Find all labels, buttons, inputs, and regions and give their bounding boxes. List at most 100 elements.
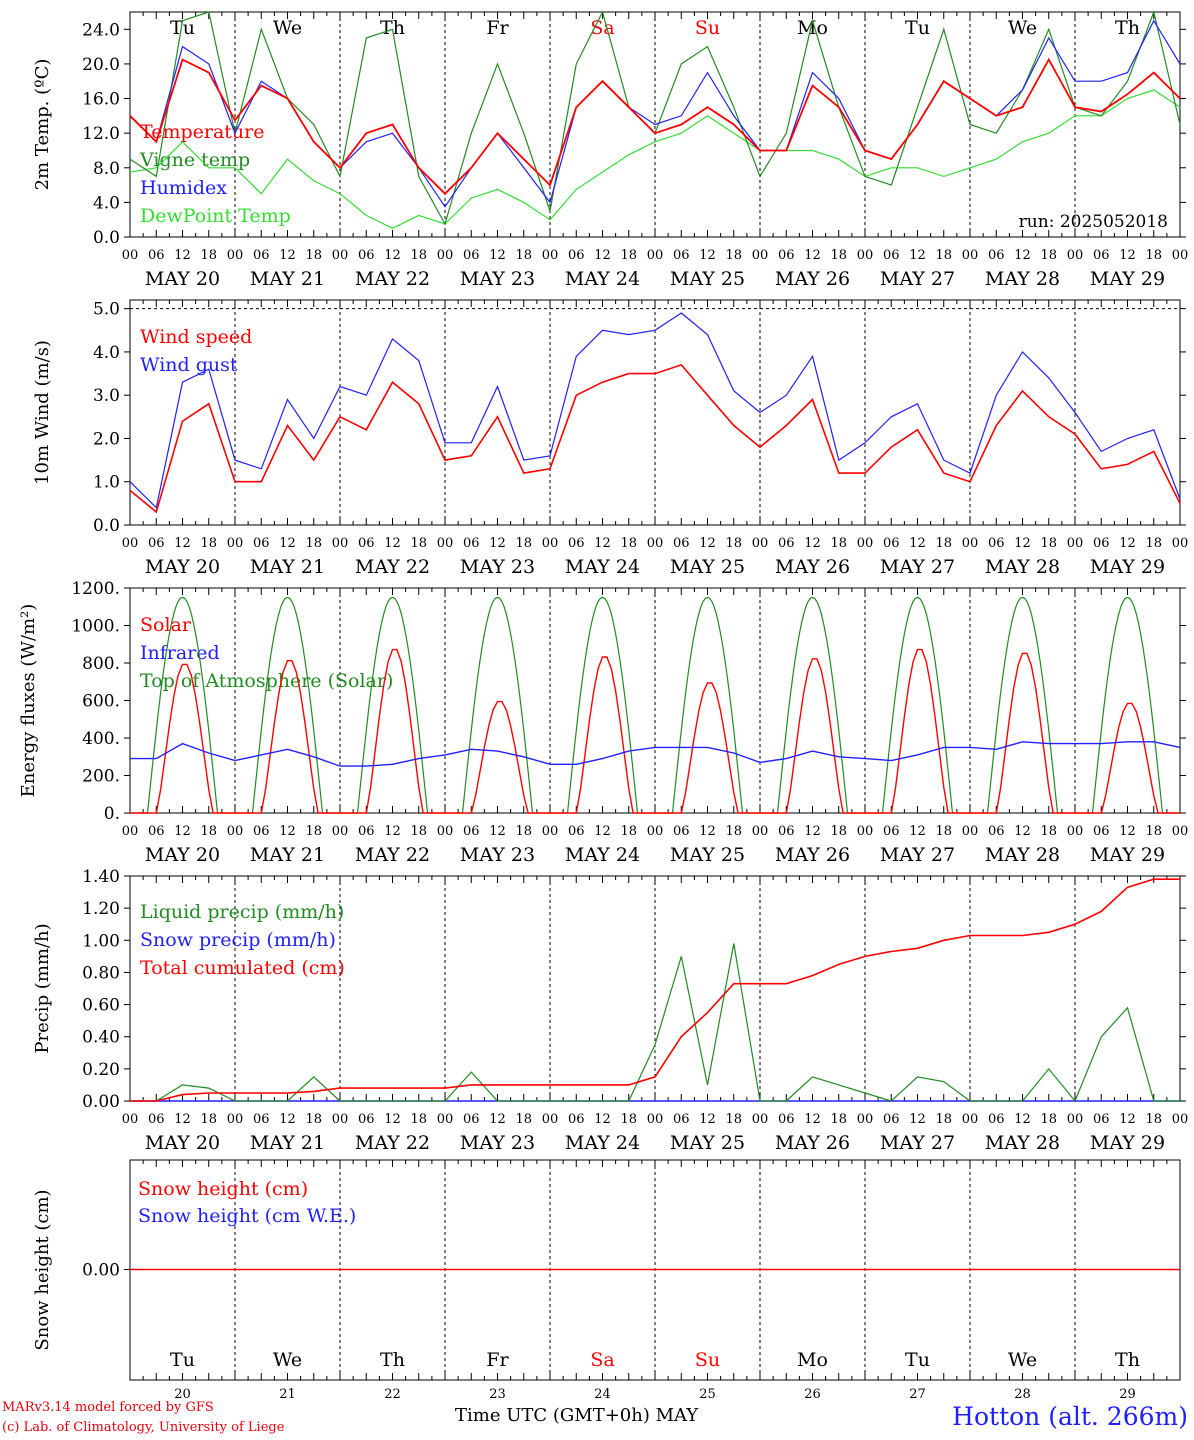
station-name: Hotton (alt. 266m) [952,1402,1188,1431]
hour-tick-label: 18 [830,1112,847,1127]
date-label: MAY 28 [985,556,1060,578]
hour-tick-label: 18 [620,824,637,839]
day-number-label: 25 [699,1387,716,1402]
hour-tick-label: 06 [148,1112,165,1127]
y-tick-label: 2.0 [93,429,120,449]
hour-tick-label: 18 [200,1112,217,1127]
hour-tick-label: 06 [883,248,900,263]
date-label: MAY 25 [670,268,745,290]
hour-tick-label: 00 [227,824,244,839]
series-line [130,878,1180,1102]
hour-tick-label: 06 [988,1112,1005,1127]
hour-tick-label: 00 [1172,248,1189,263]
y-tick-label: 0.0 [93,516,120,536]
hour-tick-label: 18 [935,536,952,551]
legend-entry: Snow height (cm) [138,1178,308,1200]
hour-tick-label: 12 [594,248,611,263]
date-label: MAY 28 [985,1132,1060,1154]
hour-tick-label: 06 [778,1112,795,1127]
hour-tick-label: 12 [489,536,506,551]
hour-tick-label: 12 [489,248,506,263]
hour-tick-label: 00 [962,536,979,551]
weekday-label: Su [695,1349,720,1371]
legend-entry: Wind gust [140,354,238,376]
hour-tick-label: 00 [227,248,244,263]
y-tick-label: 8.0 [93,159,120,179]
y-tick-label: 5.0 [93,300,120,320]
hour-tick-label: 12 [1014,824,1031,839]
hour-tick-label: 12 [804,1112,821,1127]
hour-tick-label: 12 [489,824,506,839]
hour-tick-label: 18 [410,248,427,263]
series-line [129,89,1181,229]
hour-tick-label: 12 [909,824,926,839]
hour-tick-label: 00 [647,1112,664,1127]
date-label: MAY 21 [250,844,325,866]
y-tick-label: 600. [82,692,120,712]
legend-entry: Solar [140,614,192,636]
hour-tick-label: 06 [1093,248,1110,263]
hour-tick-label: 00 [1067,536,1084,551]
weekday-label: Tu [170,1349,195,1371]
hour-tick-label: 06 [988,248,1005,263]
date-label: MAY 21 [250,268,325,290]
day-number-label: 28 [1014,1387,1031,1402]
y-tick-label: 1200. [71,579,120,599]
weekday-label: We [273,1349,302,1371]
run-label: run: 2025052018 [1019,212,1168,232]
hour-tick-label: 18 [200,536,217,551]
weekday-label: Tu [905,1349,930,1371]
hour-tick-label: 18 [1040,248,1057,263]
date-label: MAY 22 [355,268,430,290]
y-tick-label: 400. [82,729,120,749]
y-tick-label: 16.0 [82,90,120,110]
hour-tick-label: 00 [227,536,244,551]
hour-tick-label: 06 [358,1112,375,1127]
hour-tick-label: 12 [279,824,296,839]
hour-tick-label: 18 [830,248,847,263]
date-label: MAY 29 [1090,844,1165,866]
hour-tick-label: 12 [1119,248,1136,263]
hour-tick-label: 06 [463,1112,480,1127]
hour-tick-label: 12 [174,248,191,263]
date-label: MAY 28 [985,268,1060,290]
hour-tick-label: 06 [463,824,480,839]
hour-tick-label: 06 [568,536,585,551]
hour-tick-label: 12 [1119,536,1136,551]
hour-tick-label: 12 [174,824,191,839]
hour-tick-label: 18 [725,824,742,839]
hour-tick-label: 18 [515,536,532,551]
y-tick-label: 0.0 [93,228,120,248]
weekday-label: Fr [486,17,509,39]
time-axis-title: Time UTC (GMT+0h) MAY [455,1405,699,1426]
y-tick-label: 800. [82,654,120,674]
weekday-label: Mo [797,1349,828,1371]
hour-tick-label: 06 [778,248,795,263]
hour-tick-label: 12 [699,824,716,839]
series-line [129,312,1181,509]
date-label: MAY 26 [775,1132,850,1154]
hour-tick-label: 12 [279,248,296,263]
date-label: MAY 21 [250,556,325,578]
hour-tick-label: 06 [1093,536,1110,551]
hour-tick-label: 12 [909,536,926,551]
hour-tick-label: 18 [515,824,532,839]
hour-tick-label: 18 [305,824,322,839]
hour-tick-label: 06 [883,1112,900,1127]
hour-tick-label: 12 [1014,248,1031,263]
weekday-label: Th [380,1349,405,1371]
hour-tick-label: 00 [962,1112,979,1127]
hour-tick-label: 00 [332,1112,349,1127]
weekday-label: We [273,17,302,39]
date-label: MAY 23 [460,556,535,578]
series-line [129,57,1181,195]
day-number-label: 23 [489,1387,506,1402]
y-tick-label: 0.40 [82,1028,120,1048]
date-label: MAY 26 [775,844,850,866]
hour-tick-label: 12 [279,536,296,551]
y-tick-label: 0.20 [82,1060,120,1080]
hour-tick-label: 18 [935,248,952,263]
date-label: MAY 27 [880,1132,955,1154]
hour-tick-label: 00 [227,1112,244,1127]
date-label: MAY 24 [565,556,640,578]
